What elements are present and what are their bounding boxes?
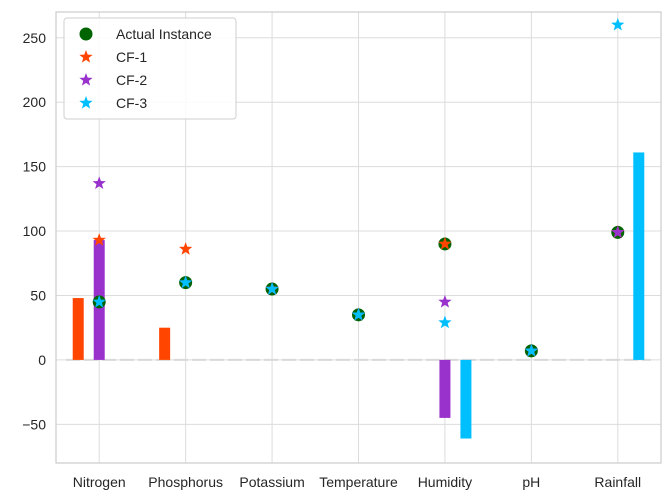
x-tick-label: Potassium xyxy=(239,474,304,490)
marker-layer xyxy=(92,17,625,358)
legend-swatch xyxy=(79,50,93,63)
marker-cf-1 xyxy=(438,236,452,250)
legend-box xyxy=(63,17,237,120)
marker-cf-1 xyxy=(178,242,193,255)
y-tick-label: 150 xyxy=(23,159,47,175)
marker-cf-3 xyxy=(438,315,452,329)
y-tick-label: 100 xyxy=(23,223,47,239)
legend-label: CF-2 xyxy=(116,72,147,88)
bar-cf-2 xyxy=(439,359,451,418)
marker-cf-3 xyxy=(524,343,539,357)
marker-cf-3 xyxy=(611,17,625,31)
y-tick-label: 0 xyxy=(38,352,46,368)
bar-cf-1 xyxy=(159,327,171,360)
legend-swatch xyxy=(79,73,93,86)
marker-cf-2 xyxy=(611,225,625,239)
marker-cf-3 xyxy=(92,294,106,308)
x-tick-label: Rainfall xyxy=(594,474,641,490)
marker-cf-3 xyxy=(178,275,193,289)
marker-cf-3 xyxy=(265,282,279,295)
legend-label: CF-1 xyxy=(116,49,147,65)
marker-cf-2 xyxy=(92,176,106,190)
legend: Actual Instance CF-1 CF-2 CF-3 xyxy=(63,17,237,120)
legend-swatch xyxy=(79,96,93,109)
legend-label: CF-3 xyxy=(116,95,147,111)
plot-frame xyxy=(55,11,662,464)
marker-cf-2 xyxy=(438,294,452,308)
bar-cf-3 xyxy=(460,359,472,439)
bar-cf-1 xyxy=(72,298,84,360)
y-tick-label: 50 xyxy=(30,287,46,303)
marker-cf-1 xyxy=(92,233,106,246)
legend-swatch xyxy=(79,27,93,41)
x-tick-label: Temperature xyxy=(319,474,398,490)
y-tick-label: −50 xyxy=(22,416,46,432)
marker-cf-3 xyxy=(351,307,366,321)
y-tick-label: 250 xyxy=(23,30,47,46)
y-tick-label: 200 xyxy=(23,94,47,110)
legend-label: Actual Instance xyxy=(116,26,212,42)
x-tick-label: Phosphorus xyxy=(148,474,223,490)
axis-layer: −50 0 50 100 150 200 250 Nitrogen Phosphorus Pota… xyxy=(22,11,662,490)
x-tick-label: pH xyxy=(522,474,540,490)
bar-cf-3 xyxy=(633,152,645,360)
x-tick-label: Humidity xyxy=(418,474,472,490)
x-tick-label: Nitrogen xyxy=(73,474,126,490)
